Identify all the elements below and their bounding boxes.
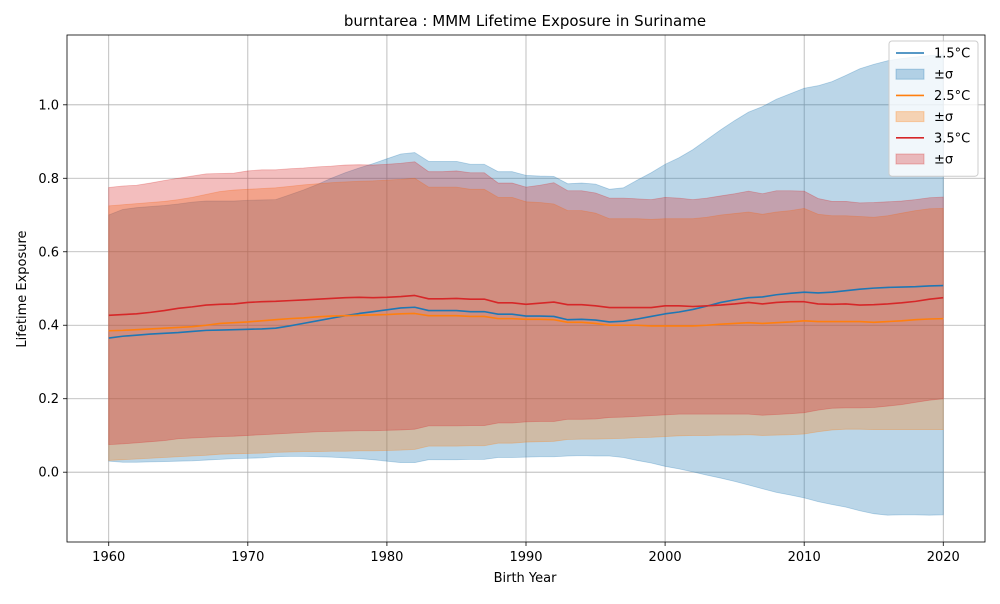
line-series-3: [108, 294, 944, 317]
x-tick-label: 1970: [231, 550, 264, 565]
line-layer: [108, 284, 944, 339]
legend-label: ±σ: [934, 153, 953, 168]
legend-label: ±σ: [934, 68, 953, 83]
x-tick-label: 1990: [509, 550, 542, 565]
legend-box: [888, 40, 979, 177]
y-tick-label: 0.0: [38, 466, 59, 481]
legend: 1.5°C ±σ 2.5°C ±σ 3.5°C ±σ: [888, 40, 979, 177]
y-tick-label: 0.6: [38, 245, 59, 260]
legend-label: ±σ: [934, 110, 953, 125]
axes-layer: 1960 1970 1980 1990 2000 2010 2020 0.0 0.2 0.4 0.6…: [38, 34, 986, 565]
x-tick-label: 1980: [370, 550, 403, 565]
line-series-2: [108, 312, 944, 332]
x-tick-label: 2010: [788, 550, 821, 565]
y-axis-label: Lifetime Exposure: [15, 230, 30, 347]
x-tick-label: 2020: [927, 550, 960, 565]
legend-label: 1.5°C: [934, 47, 970, 62]
y-tick-label: 0.4: [38, 319, 59, 334]
plot-frame: [66, 34, 986, 543]
x-axis-label: Birth Year: [494, 571, 558, 586]
legend-label: 2.5°C: [934, 89, 970, 104]
legend-label: 3.5°C: [934, 131, 970, 146]
y-tick-label: 0.8: [38, 172, 59, 187]
x-tick-label: 2000: [649, 550, 682, 565]
chart-title: burntarea : MMM Lifetime Exposure in Sur…: [344, 12, 706, 30]
legend-band-swatch: [895, 111, 925, 123]
grid-layer: [67, 35, 985, 542]
line-series-1: [108, 284, 944, 339]
band-series-3: [108, 161, 944, 446]
legend-band-swatch: [895, 153, 925, 165]
band-series-1: [108, 54, 944, 516]
y-tick-label: 0.2: [38, 392, 59, 407]
legend-band-swatch: [895, 68, 925, 80]
y-tick-label: 1.0: [38, 98, 59, 113]
x-tick-label: 1960: [92, 550, 125, 565]
